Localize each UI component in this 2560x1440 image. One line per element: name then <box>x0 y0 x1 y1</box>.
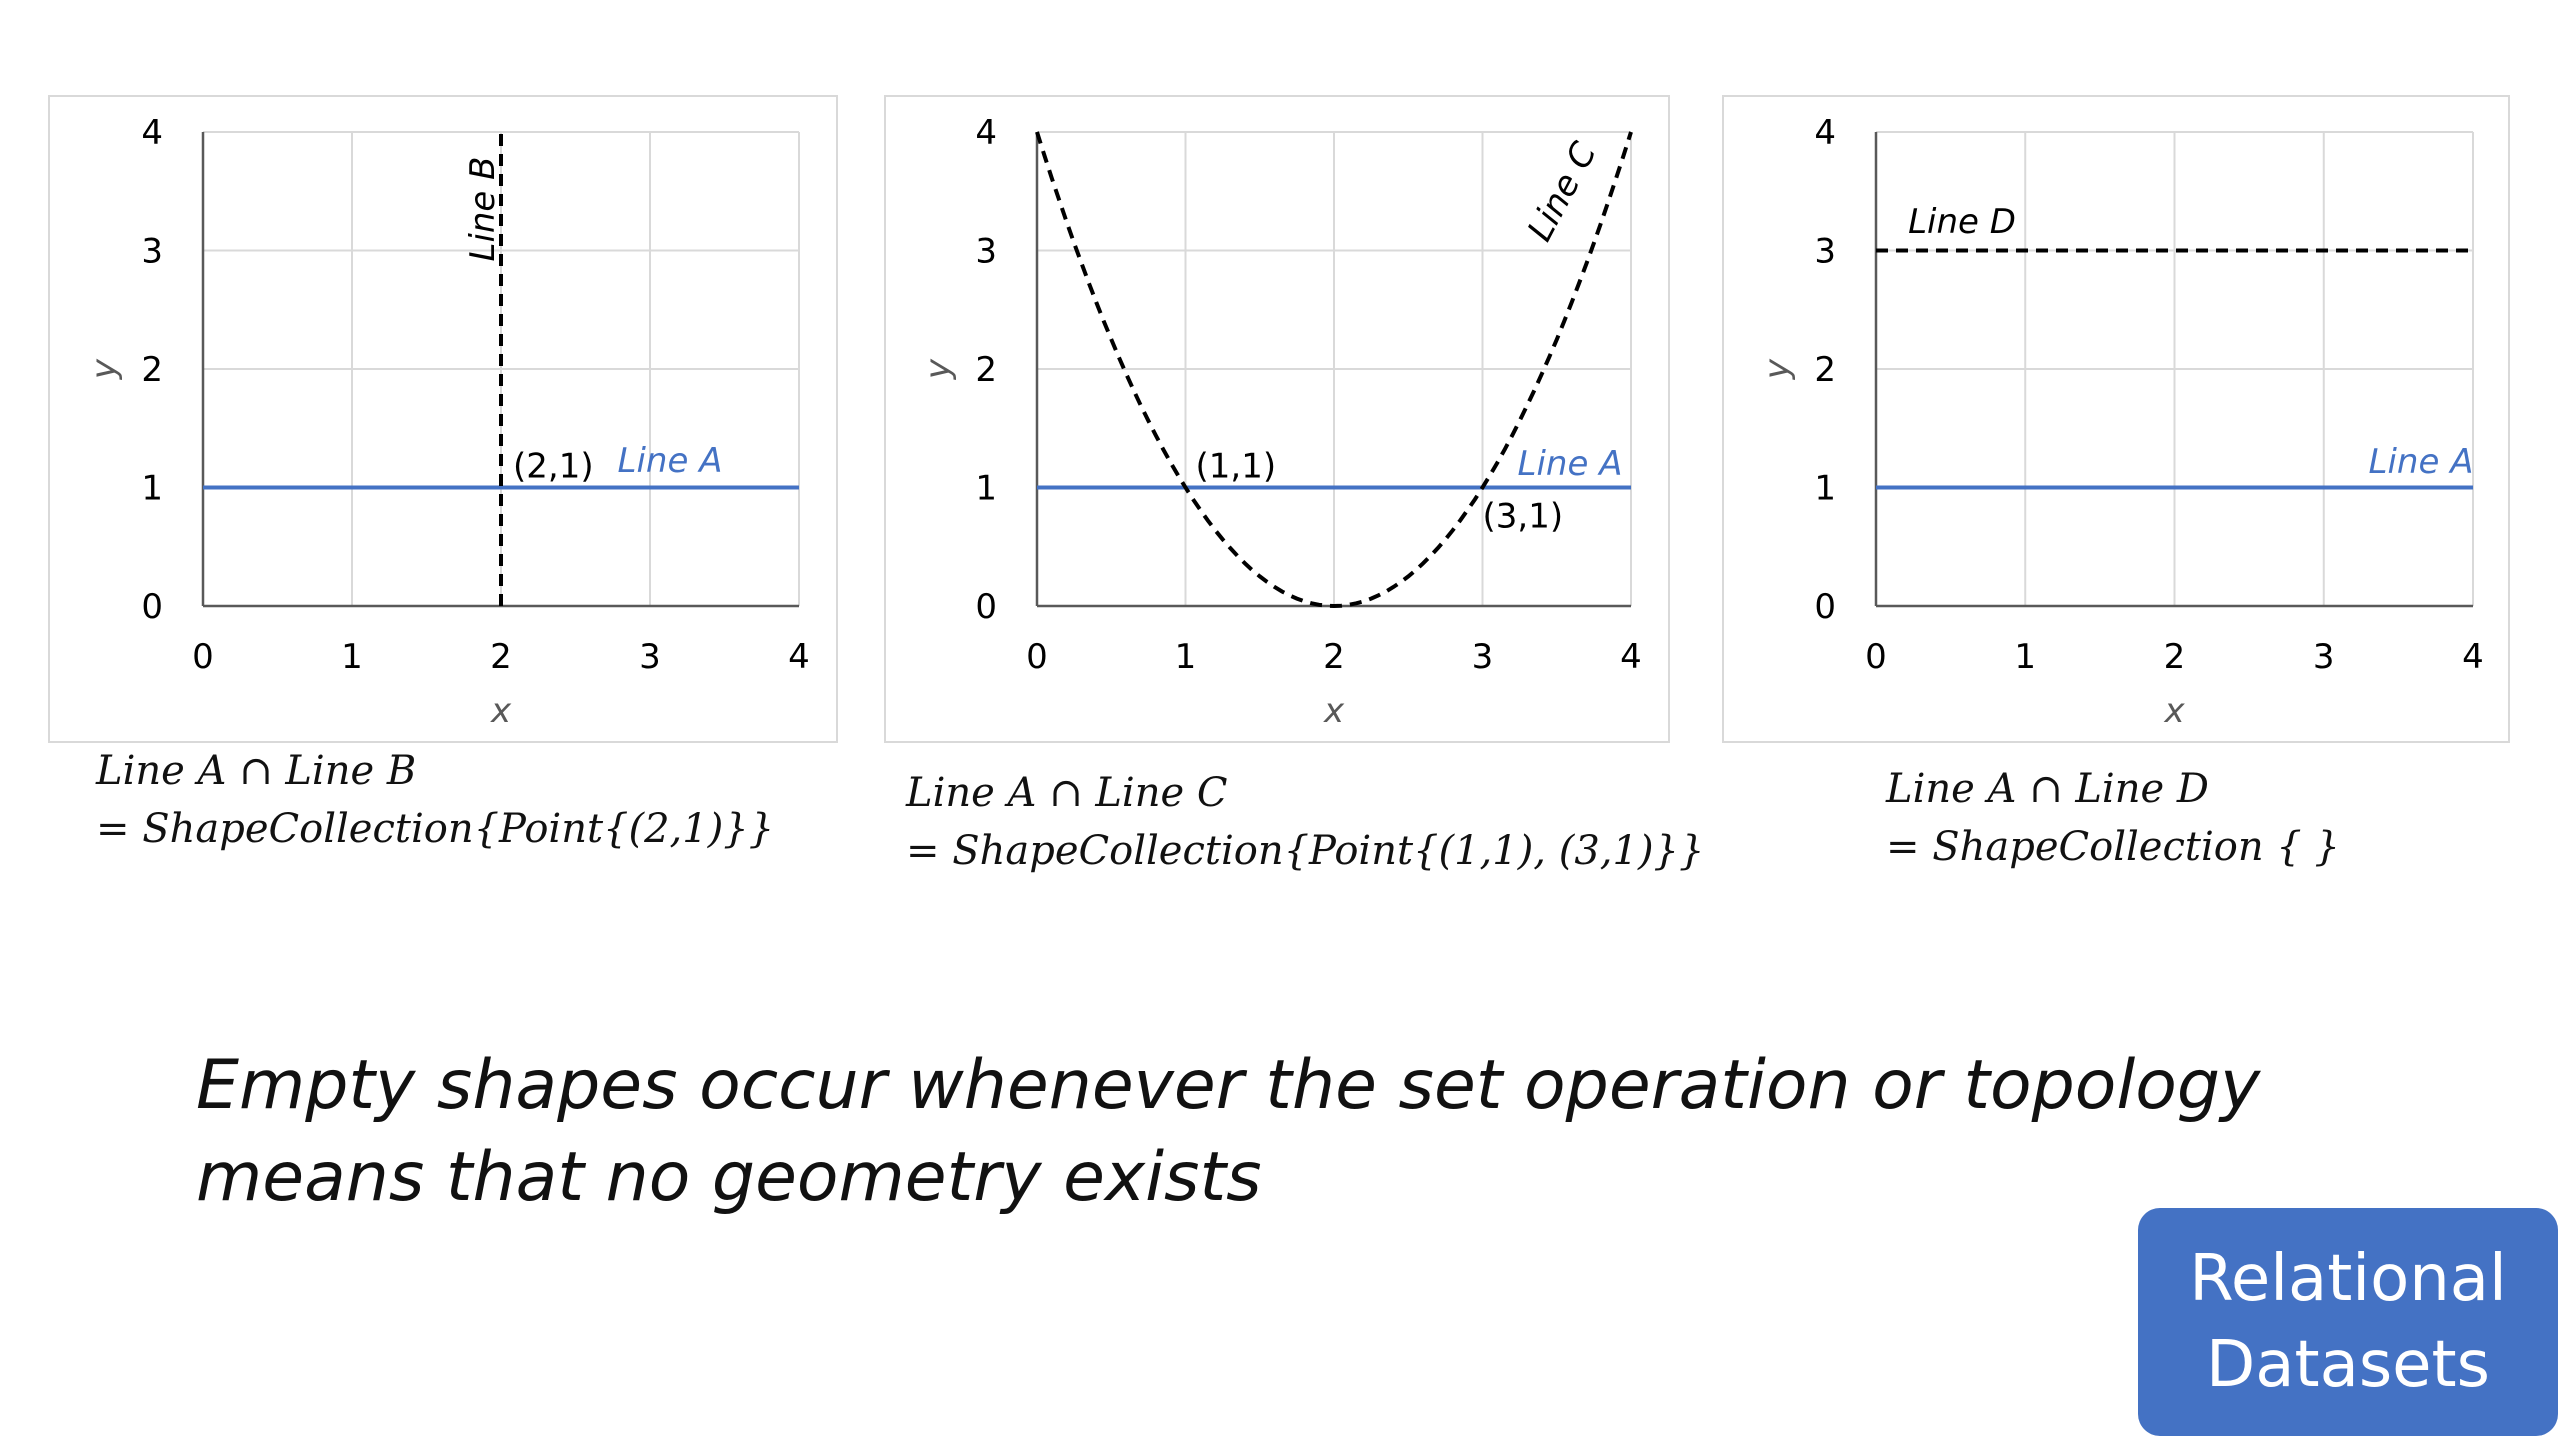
x-tick-label: 2 <box>490 637 512 677</box>
line-a-label: Line A <box>1518 444 1623 484</box>
badge-line2: Datasets <box>2206 1328 2490 1402</box>
x-tick-label: 2 <box>2164 637 2186 677</box>
y-tick-label: 1 <box>141 469 163 509</box>
y-tick-label: 1 <box>975 469 997 509</box>
intersection-label: (1,1) <box>1196 447 1277 487</box>
caption-3: Line A ∩ Line D = ShapeCollection { } <box>1886 760 2340 876</box>
chart-panel-1: 0 1 2 3 4 0 1 2 3 4 x y Line A Line B (2,1) <box>48 95 838 743</box>
y-tick-label: 0 <box>975 587 997 627</box>
caption-1-line2: = ShapeCollection{Point{(2,1)}} <box>96 806 775 852</box>
x-axis-label: x <box>1323 691 1345 731</box>
caption-1: Line A ∩ Line B = ShapeCollection{Point{… <box>96 742 774 858</box>
intersection-label: (3,1) <box>1483 497 1564 537</box>
line-c-label: Line C <box>1520 136 1605 248</box>
caption-2-line1: Line A ∩ Line C <box>906 770 1228 816</box>
y-tick-label: 4 <box>975 113 997 153</box>
chart-line-a-line-d: 0 1 2 3 4 0 1 2 3 4 x y Line A Line D <box>1757 113 2484 731</box>
chart-line-a-line-b: 0 1 2 3 4 0 1 2 3 4 x y Line A Line B (2,1) <box>84 113 810 731</box>
y-tick-label: 0 <box>141 587 163 627</box>
x-tick-label: 0 <box>192 637 214 677</box>
x-tick-label: 4 <box>2462 637 2484 677</box>
y-tick-label: 3 <box>1814 232 1836 272</box>
x-tick-label: 0 <box>1865 637 1887 677</box>
x-tick-label: 0 <box>1026 637 1048 677</box>
badge-line1: Relational <box>2189 1242 2507 1316</box>
line-a-label: Line A <box>618 441 723 481</box>
caption-2: Line A ∩ Line C = ShapeCollection{Point{… <box>906 764 1704 880</box>
series-line-c <box>1035 131 1633 609</box>
line-a-label: Line A <box>2369 442 2474 482</box>
y-tick-label: 2 <box>141 350 163 390</box>
line-d-label: Line D <box>1908 202 2016 242</box>
line-b-label: Line B <box>463 157 503 262</box>
x-tick-label: 3 <box>2313 637 2335 677</box>
x-tick-label: 4 <box>1620 637 1642 677</box>
y-axis-label: y <box>84 358 124 380</box>
x-tick-label: 1 <box>341 637 363 677</box>
x-tick-label: 2 <box>1323 637 1345 677</box>
caption-3-line1: Line A ∩ Line D <box>1886 766 2209 812</box>
y-tick-label: 3 <box>141 232 163 272</box>
chart-panel-2: 0 1 2 3 4 0 1 2 3 4 x y Line A Line C (1,1) (3,1) <box>884 95 1670 743</box>
x-tick-label: 1 <box>2014 637 2036 677</box>
x-tick-label: 1 <box>1175 637 1197 677</box>
y-tick-label: 2 <box>1814 350 1836 390</box>
x-tick-label: 3 <box>1472 637 1494 677</box>
y-tick-label: 4 <box>141 113 163 153</box>
tagline-line1: Empty shapes occur whenever the set oper… <box>196 1046 2261 1125</box>
caption-1-line1: Line A ∩ Line B <box>96 748 417 794</box>
chart-panel-3: 0 1 2 3 4 0 1 2 3 4 x y Line A Line D <box>1722 95 2510 743</box>
chart-line-a-line-c: 0 1 2 3 4 0 1 2 3 4 x y Line A Line C (1,1) (3,1) <box>918 113 1642 731</box>
x-tick-label: 4 <box>788 637 810 677</box>
tagline-line2: means that no geometry exists <box>196 1138 1262 1217</box>
x-axis-label: x <box>490 691 512 731</box>
y-tick-label: 0 <box>1814 587 1836 627</box>
tagline: Empty shapes occur whenever the set oper… <box>196 1040 2296 1224</box>
y-tick-label: 1 <box>1814 469 1836 509</box>
y-axis-label: y <box>918 358 958 380</box>
caption-3-line2: = ShapeCollection { } <box>1886 824 2340 870</box>
y-tick-label: 4 <box>1814 113 1836 153</box>
y-tick-label: 3 <box>975 232 997 272</box>
x-axis-label: x <box>2163 691 2185 731</box>
relational-datasets-badge: Relational Datasets <box>2138 1208 2558 1436</box>
intersection-label: (2,1) <box>513 447 594 487</box>
y-tick-label: 2 <box>975 350 997 390</box>
caption-2-line2: = ShapeCollection{Point{(1,1), (3,1)}} <box>906 828 1705 874</box>
y-axis-label: y <box>1757 358 1797 380</box>
x-tick-label: 3 <box>639 637 661 677</box>
